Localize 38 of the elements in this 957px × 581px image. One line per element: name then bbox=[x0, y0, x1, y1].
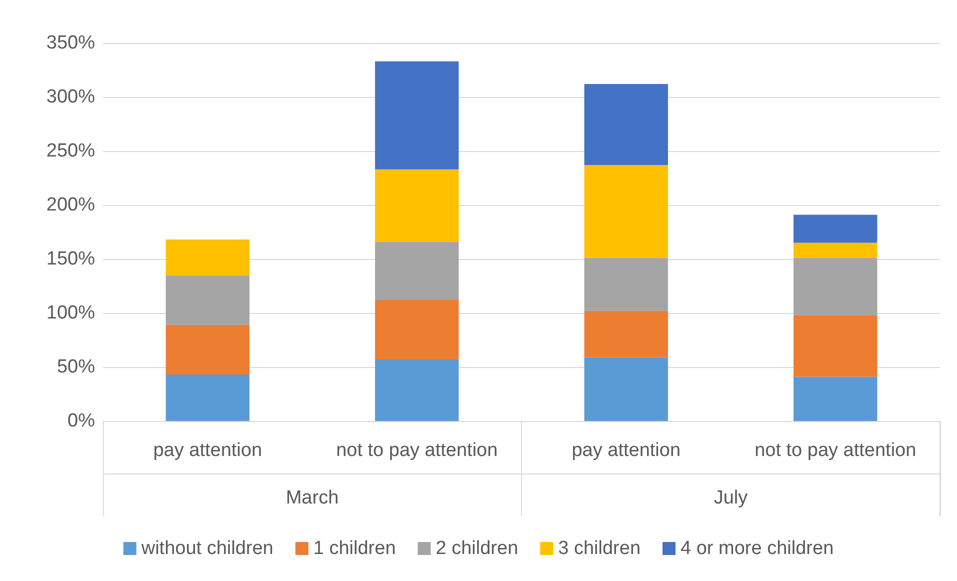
legend-label: 4 or more children bbox=[680, 538, 834, 559]
bar bbox=[584, 258, 668, 311]
bar bbox=[794, 376, 878, 421]
y-tick-label: 50% bbox=[56, 356, 96, 378]
x-tick-label: pay attention bbox=[153, 440, 262, 461]
x-tick-label: pay attention bbox=[572, 440, 681, 461]
legend-label: without children bbox=[140, 538, 274, 559]
bar bbox=[166, 374, 250, 421]
y-tick-label: 250% bbox=[46, 140, 96, 162]
text: March bbox=[286, 488, 339, 508]
bar bbox=[375, 61, 459, 170]
bar bbox=[375, 169, 459, 242]
bar bbox=[375, 300, 459, 360]
bar bbox=[166, 324, 250, 375]
x-tick-label: not to pay attention bbox=[336, 440, 498, 461]
legend-label: 1 children bbox=[313, 538, 396, 559]
y-tick-label: 300% bbox=[46, 86, 96, 108]
bar bbox=[794, 214, 878, 243]
bar bbox=[794, 242, 878, 258]
bar bbox=[375, 359, 459, 421]
y-tick-label: 0% bbox=[68, 410, 96, 432]
bar bbox=[794, 315, 878, 377]
bar bbox=[166, 275, 250, 325]
bar bbox=[584, 165, 668, 258]
y-tick-label: 350% bbox=[46, 32, 96, 54]
text: July bbox=[714, 488, 748, 508]
legend-label: 3 children bbox=[558, 538, 641, 559]
bar bbox=[584, 84, 668, 166]
bar bbox=[166, 240, 250, 276]
x-tick-label: not to pay attention bbox=[754, 440, 916, 461]
bar bbox=[794, 258, 878, 316]
y-tick-label: 150% bbox=[46, 248, 96, 270]
legend-label: 2 children bbox=[436, 538, 518, 559]
bar bbox=[375, 242, 459, 300]
y-tick-label: 100% bbox=[46, 302, 96, 324]
bar bbox=[584, 310, 668, 358]
y-tick-label: 200% bbox=[46, 194, 96, 216]
bar bbox=[584, 357, 668, 421]
